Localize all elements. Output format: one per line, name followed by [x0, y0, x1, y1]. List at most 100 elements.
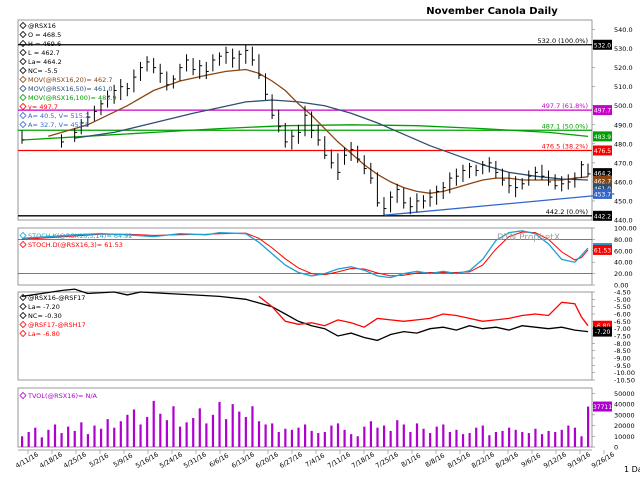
- volume-bar: [244, 416, 247, 447]
- legend-entry-price: y= 497.7: [28, 103, 58, 111]
- volume-bar: [86, 434, 90, 447]
- axis-badge: [593, 168, 612, 179]
- volume-bar: [540, 434, 544, 447]
- spread-2-line: [258, 295, 589, 328]
- volume-bar: [231, 404, 234, 447]
- legend-marker-icon: [19, 102, 27, 111]
- legend-marker-icon: [19, 320, 27, 329]
- volume-bar: [455, 429, 458, 447]
- volume-bar: [21, 436, 24, 447]
- axis-badge: [593, 320, 612, 331]
- volume-bar: [475, 427, 478, 447]
- volume-bar: [527, 433, 530, 447]
- volume-bar: [521, 431, 524, 447]
- volume-bar: [382, 425, 386, 447]
- legend-marker-icon: [19, 231, 27, 240]
- volume-bar: [93, 425, 96, 447]
- volume-bar: [330, 425, 333, 447]
- axis-tick-label-price: 470.0: [614, 159, 633, 167]
- axis-tick-label-spread: -9.50: [614, 362, 631, 370]
- volume-bar: [192, 418, 195, 447]
- legend-marker-icon: [19, 84, 27, 93]
- volume-bar: [198, 408, 201, 447]
- axis-tick-label-price: 450.0: [614, 197, 633, 205]
- fib-level-label: 476.5 (38.2%): [542, 142, 588, 150]
- volume-bar: [442, 424, 445, 447]
- volume-bar: [225, 419, 228, 447]
- volume-bar: [317, 433, 320, 447]
- volume-bar: [284, 428, 287, 447]
- volume-bar: [132, 409, 136, 447]
- fib-level-label: 487.1 (50.0%): [542, 122, 588, 130]
- volume-bar: [205, 423, 208, 447]
- axis-badge-label: 497.7: [594, 108, 611, 115]
- volume-bar: [27, 431, 30, 447]
- axis-tick-label-price: 480.0: [614, 140, 633, 148]
- volume-bar: [369, 421, 373, 447]
- volume-bar: [376, 427, 379, 447]
- legend-marker-icon: [19, 240, 27, 249]
- axis-badge: [593, 210, 612, 221]
- axis-tick-label-volume: 30000: [614, 411, 635, 419]
- volume-bar: [587, 406, 590, 447]
- stoch-d-line: [21, 231, 589, 277]
- volume-bar: [60, 433, 63, 447]
- legend-entry-price: MOV(@RSX16,20)= 462.7: [28, 76, 112, 84]
- volume-bar: [494, 431, 498, 447]
- legend-entry-price: MOV(@RSX16,50)= 461.0: [28, 85, 112, 93]
- legend-marker-icon: [19, 30, 27, 39]
- volume-bar: [99, 428, 103, 447]
- legend-marker-icon: [19, 39, 27, 48]
- fib-level-label: 532.0 (100.0%): [537, 37, 588, 45]
- legend-marker-icon: [19, 302, 27, 311]
- legend-marker-icon: [19, 66, 27, 75]
- fib-level-label: 442.2 (0.0%): [546, 208, 588, 216]
- volume-bar: [119, 421, 122, 447]
- volume-bar: [435, 426, 438, 447]
- legend-entry-spread: @RSF17-@RSH17: [28, 321, 86, 329]
- spread-1-line: [21, 288, 589, 342]
- volume-bar: [580, 436, 583, 447]
- axis-tick-label-price: 500.0: [614, 102, 633, 110]
- axis-tick-label-spread: -7.50: [614, 333, 631, 341]
- legend-marker-icon: [19, 21, 27, 30]
- volume-bar: [336, 423, 340, 447]
- legend-entry-stoch: STOCH.K(@RSX16,3,14)= 64.92: [28, 232, 132, 240]
- fib-level-label: 497.7 (61.8%): [542, 102, 588, 110]
- volume-bar: [514, 429, 517, 447]
- volume-bar: [389, 430, 392, 447]
- legend-entry-price: A= 40.5, V= 515.2: [28, 112, 89, 120]
- panel-frame-price: [17, 19, 593, 221]
- legend-entry-price: H = 469.6: [28, 40, 61, 48]
- axis-tick-label-spread: -4.50: [614, 289, 631, 297]
- axis-tick-label-volume: 50000: [614, 390, 635, 398]
- volume-bar: [238, 411, 241, 447]
- volume-bar: [422, 428, 425, 447]
- legend-entry-price: NC= -5.5: [28, 67, 58, 75]
- volume-bar: [343, 429, 346, 447]
- legend-marker-icon: [19, 48, 27, 57]
- volume-bar: [106, 419, 109, 447]
- axis-badge: [593, 145, 612, 156]
- volume-bar: [211, 414, 215, 447]
- legend-entry-spread: NC= -0.30: [28, 312, 62, 320]
- legend-entry-price: MOV(@RSX16,100)= 483.9: [28, 94, 117, 102]
- axis-badge-label: 37711: [593, 404, 612, 411]
- volume-bar: [488, 435, 491, 447]
- volume-bar: [534, 428, 537, 447]
- axis-tick-label-price: 520.0: [614, 64, 633, 72]
- volume-bar: [159, 413, 162, 447]
- trendline: [383, 193, 615, 216]
- axis-badge: [593, 131, 612, 142]
- volume-bar: [277, 431, 280, 447]
- volume-bar: [501, 430, 504, 447]
- axis-tick-label-spread: -6.00: [614, 311, 631, 319]
- axis-badge-label: 442.2: [594, 213, 611, 220]
- volume-bar: [554, 431, 557, 447]
- legend-entry-spread: La= -7.20: [28, 303, 60, 311]
- axis-badge-label: 483.9: [594, 134, 611, 141]
- volume-bar: [218, 401, 221, 447]
- volume-bar: [271, 423, 274, 447]
- volume-bar: [40, 437, 43, 447]
